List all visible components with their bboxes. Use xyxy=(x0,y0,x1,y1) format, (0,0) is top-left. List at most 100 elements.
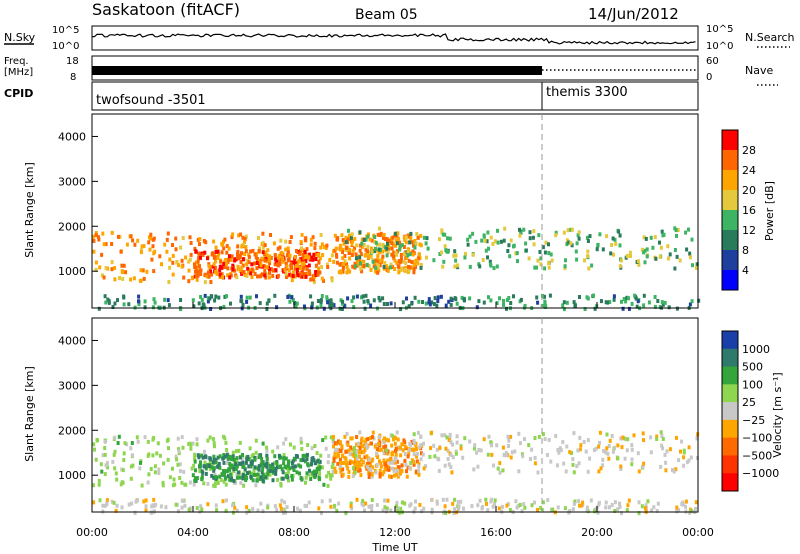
power-cell xyxy=(357,259,361,264)
power-cell xyxy=(304,252,308,257)
power-cell xyxy=(341,299,344,304)
velocity-cell xyxy=(468,439,472,444)
velocity-cell xyxy=(385,467,389,472)
velocity-cell xyxy=(288,466,292,471)
velocity-cell xyxy=(252,469,256,473)
velocity-cell xyxy=(376,454,380,459)
velocity-colorbar-swatch xyxy=(722,384,738,403)
power-cell xyxy=(414,241,418,246)
power-cell xyxy=(427,297,431,302)
power-cell xyxy=(471,252,475,257)
velocity-cell xyxy=(121,468,125,473)
velocity-cell xyxy=(113,449,117,454)
velocity-cell xyxy=(327,470,331,475)
power-cell xyxy=(209,269,213,274)
power-cell xyxy=(453,264,457,269)
velocity-cell xyxy=(533,455,537,460)
power-cell xyxy=(236,249,240,254)
power-cell xyxy=(240,299,244,304)
velocity-cell xyxy=(351,466,355,471)
velocity-cell xyxy=(333,503,337,508)
power-cell xyxy=(247,252,251,257)
velocity-cell xyxy=(331,469,335,474)
power-cell xyxy=(145,269,149,274)
velocity-cell xyxy=(417,462,421,467)
power-cell xyxy=(454,253,458,258)
velocity-cell xyxy=(178,476,182,480)
velocity-cell xyxy=(286,470,290,474)
power-cell xyxy=(477,262,481,267)
velocity-cell xyxy=(675,505,679,510)
power-cell xyxy=(225,294,228,299)
velocity-cell xyxy=(363,508,366,513)
velocity-cell xyxy=(334,448,337,453)
power-cell xyxy=(269,267,273,272)
power-cell xyxy=(158,254,162,259)
power-cell xyxy=(413,295,417,300)
velocity-cell xyxy=(176,462,180,467)
power-cell xyxy=(355,243,358,248)
velocity-cell xyxy=(326,460,330,465)
velocity-cell xyxy=(187,507,191,512)
velocity-cell xyxy=(422,506,426,511)
velocity-cell xyxy=(200,469,204,474)
power-cell xyxy=(301,262,305,267)
power-cell xyxy=(394,243,397,248)
velocity-cell xyxy=(616,443,620,448)
power-cell xyxy=(409,236,413,241)
velocity-cell xyxy=(178,462,182,467)
velocity-cell xyxy=(144,504,148,509)
power-cell xyxy=(528,230,532,235)
velocity-cell xyxy=(384,509,388,514)
power-cell xyxy=(306,271,310,276)
velocity-cell xyxy=(256,472,260,477)
power-cell xyxy=(588,234,592,239)
velocity-cell xyxy=(191,441,195,446)
velocity-cell xyxy=(140,483,144,488)
velocity-cell xyxy=(357,466,361,471)
power-cell xyxy=(256,274,259,279)
velocity-cell xyxy=(299,508,302,513)
power-cell xyxy=(249,271,253,276)
velocity-cell xyxy=(206,502,210,507)
velocity-cell xyxy=(397,465,401,470)
velocity-cell xyxy=(307,470,311,475)
power-colorbar-tick: 8 xyxy=(742,244,749,257)
power-cell xyxy=(290,273,294,278)
velocity-cell xyxy=(228,464,232,469)
velocity-cell xyxy=(365,445,369,450)
power-cell xyxy=(287,268,291,273)
velocity-cell xyxy=(498,470,502,475)
power-cell xyxy=(415,232,419,236)
velocity-cell xyxy=(304,480,307,485)
velocity-cell xyxy=(365,461,369,466)
velocity-cell xyxy=(689,508,693,513)
power-cell xyxy=(505,306,508,311)
velocity-cell xyxy=(399,453,403,458)
velocity-cell xyxy=(259,475,263,480)
power-cell xyxy=(386,268,390,273)
velocity-cell xyxy=(381,472,385,477)
power-cell xyxy=(536,258,540,263)
velocity-cell xyxy=(341,454,344,459)
power-cell xyxy=(541,245,545,250)
power-cell xyxy=(216,249,220,254)
power-cell xyxy=(351,264,355,269)
power-cell xyxy=(316,272,320,277)
power-cell xyxy=(503,226,507,231)
power-cell xyxy=(695,265,698,270)
velocity-cell xyxy=(271,462,275,467)
power-cell xyxy=(518,233,522,238)
power-cell xyxy=(485,239,489,244)
power-cell xyxy=(374,246,377,251)
velocity-colorbar-swatch xyxy=(722,366,738,385)
velocity-cell xyxy=(339,464,343,469)
velocity-cell xyxy=(493,502,496,507)
power-cell xyxy=(251,248,255,253)
power-cell xyxy=(236,255,239,260)
power-cell xyxy=(690,237,694,242)
power-cell xyxy=(188,235,192,240)
nsky-right-bottom: 10^0 xyxy=(706,41,733,52)
velocity-cell xyxy=(357,463,361,468)
